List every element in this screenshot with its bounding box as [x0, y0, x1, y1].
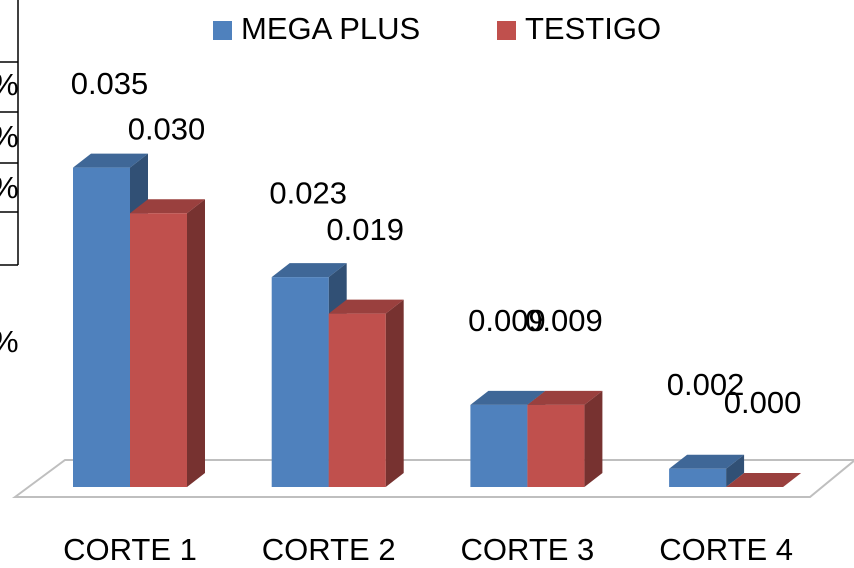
legend-label: TESTIGO: [525, 11, 661, 46]
data-label: 0.000: [724, 385, 802, 420]
bar-top: [470, 390, 546, 405]
bar-side: [726, 454, 745, 487]
bar-side: [385, 299, 404, 487]
bar-front: [73, 167, 130, 487]
bar: [726, 473, 802, 487]
legend-swatch: [213, 21, 232, 40]
data-label: 0.002: [667, 367, 745, 402]
bar-front: [328, 313, 386, 487]
bar-top: [328, 299, 404, 314]
bar: [328, 299, 404, 487]
data-label: 0.030: [128, 111, 206, 146]
bar-front: [271, 277, 329, 487]
bar-top: [271, 263, 347, 278]
x-tick-label: CORTE 2: [262, 532, 396, 567]
bar-side: [187, 199, 205, 487]
data-label: 0.035: [71, 66, 149, 101]
bar-top: [527, 390, 603, 405]
table-cell: %: [0, 67, 19, 102]
bar: [669, 454, 745, 487]
bar-top: [669, 454, 745, 469]
data-label: 0.009: [525, 303, 603, 338]
legend-swatch: [497, 21, 516, 40]
legend-label: MEGA PLUS: [241, 11, 420, 46]
table-cell: %: [0, 324, 19, 359]
table-cell: %: [0, 170, 19, 205]
x-tick-label: CORTE 3: [461, 532, 595, 567]
x-tick-label: CORTE 4: [659, 532, 793, 567]
floor: [11, 459, 854, 498]
bar: [527, 390, 603, 487]
bar: [130, 199, 205, 487]
cropped-table: [0, 0, 19, 266]
bar-top: [73, 153, 148, 168]
bar-top: [726, 473, 802, 487]
bar-side: [584, 390, 603, 487]
x-tick-label: CORTE 1: [63, 532, 197, 567]
bar-front: [527, 404, 585, 487]
bar-front: [470, 404, 528, 487]
data-label: 0.009: [468, 303, 546, 338]
data-label: 0.019: [326, 212, 404, 247]
bar-front: [669, 468, 727, 487]
bar-front: [130, 213, 187, 487]
bar-top: [130, 199, 205, 214]
table-cell: %: [0, 119, 19, 154]
bar: [73, 153, 148, 487]
data-label: 0.023: [269, 175, 347, 210]
